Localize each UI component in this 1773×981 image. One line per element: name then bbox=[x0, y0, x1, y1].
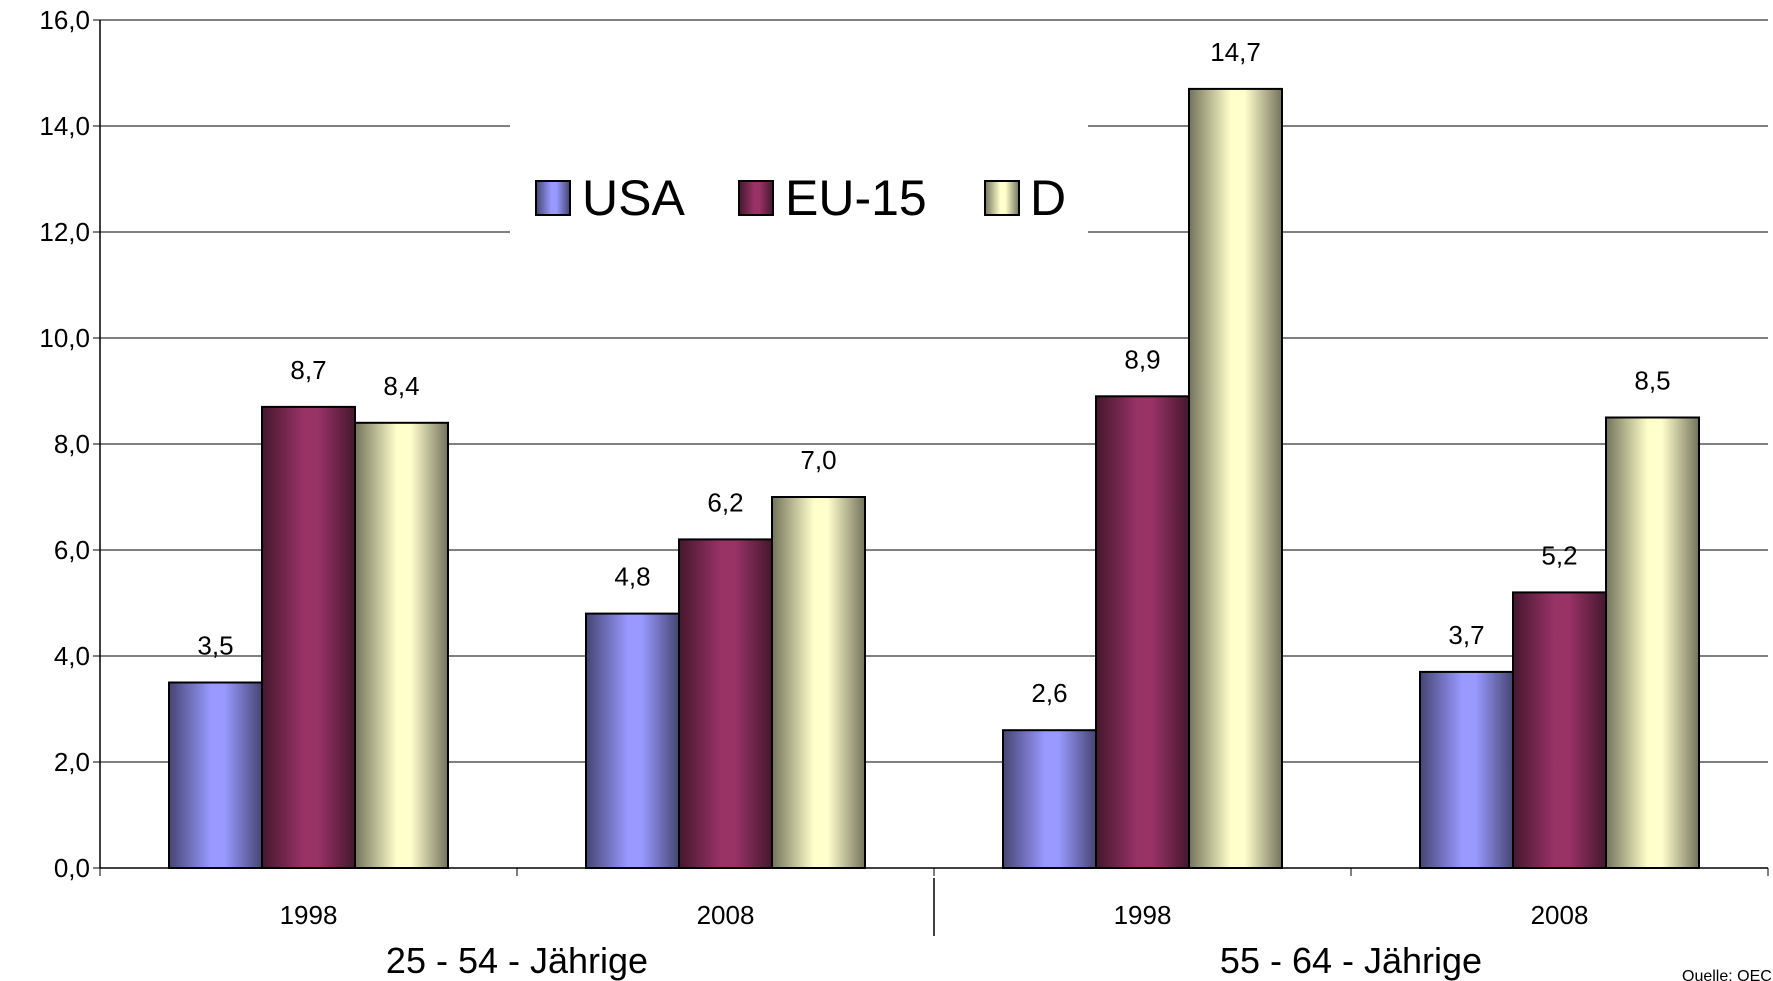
data-label: 5,2 bbox=[1541, 540, 1577, 570]
bars bbox=[168, 87, 1700, 870]
x-tick-label: 2008 bbox=[1531, 900, 1589, 930]
data-label: 7,0 bbox=[800, 445, 836, 475]
bar-usa bbox=[585, 612, 680, 869]
data-label: 3,7 bbox=[1448, 620, 1484, 650]
x-tick-label: 2008 bbox=[697, 900, 755, 930]
bar-usa bbox=[168, 681, 263, 869]
y-tick-label: 14,0 bbox=[39, 111, 90, 141]
x-tick-label: 1998 bbox=[280, 900, 338, 930]
legend: USA EU-15 D bbox=[510, 125, 1088, 235]
y-tick-label: 6,0 bbox=[54, 535, 90, 565]
group-label: 25 - 54 - Jährige bbox=[386, 940, 648, 981]
legend-swatch-d bbox=[984, 180, 1020, 216]
bar-eu-15 bbox=[678, 538, 773, 870]
bar-d bbox=[771, 496, 866, 869]
source-note: Quelle: OECD bbox=[1682, 968, 1773, 981]
legend-swatch-usa bbox=[535, 180, 571, 216]
legend-label: EU-15 bbox=[785, 170, 927, 226]
data-label: 2,6 bbox=[1031, 678, 1067, 708]
data-label: 3,5 bbox=[197, 631, 233, 661]
bar-usa bbox=[1419, 670, 1514, 870]
y-tick-label: 16,0 bbox=[39, 5, 90, 35]
y-tick-label: 4,0 bbox=[54, 641, 90, 671]
bar-usa bbox=[1002, 729, 1097, 870]
y-tick-label: 0,0 bbox=[54, 853, 90, 883]
y-tick-label: 10,0 bbox=[39, 323, 90, 353]
bar-eu-15 bbox=[1512, 591, 1607, 870]
labels: 0,0 2,0 4,0 6,0 8,0 10,0 12,0 14,0 16,0 3,5 8,7 8,4… bbox=[39, 5, 1773, 981]
data-label: 6,2 bbox=[707, 487, 743, 517]
data-label: 8,9 bbox=[1124, 344, 1160, 374]
data-label: 8,7 bbox=[290, 355, 326, 385]
data-label: 8,4 bbox=[383, 371, 419, 401]
legend-swatch-eu-15 bbox=[738, 180, 774, 216]
x-tick-label: 1998 bbox=[1114, 900, 1172, 930]
axes bbox=[93, 19, 1769, 936]
group-label: 55 - 64 - Jährige bbox=[1220, 940, 1482, 981]
y-tick-label: 8,0 bbox=[54, 429, 90, 459]
bar-d bbox=[1188, 87, 1283, 869]
legend-label: D bbox=[1030, 170, 1066, 226]
bar-eu-15 bbox=[1095, 395, 1190, 869]
bar-d bbox=[354, 421, 449, 869]
y-tick-label: 2,0 bbox=[54, 747, 90, 777]
bar-d bbox=[1605, 416, 1700, 869]
data-label: 8,5 bbox=[1634, 366, 1670, 396]
data-label: 14,7 bbox=[1210, 37, 1261, 67]
y-tick-label: 12,0 bbox=[39, 217, 90, 247]
data-label: 4,8 bbox=[614, 562, 650, 592]
legend-label: USA bbox=[582, 170, 685, 226]
bar-eu-15 bbox=[261, 405, 356, 869]
